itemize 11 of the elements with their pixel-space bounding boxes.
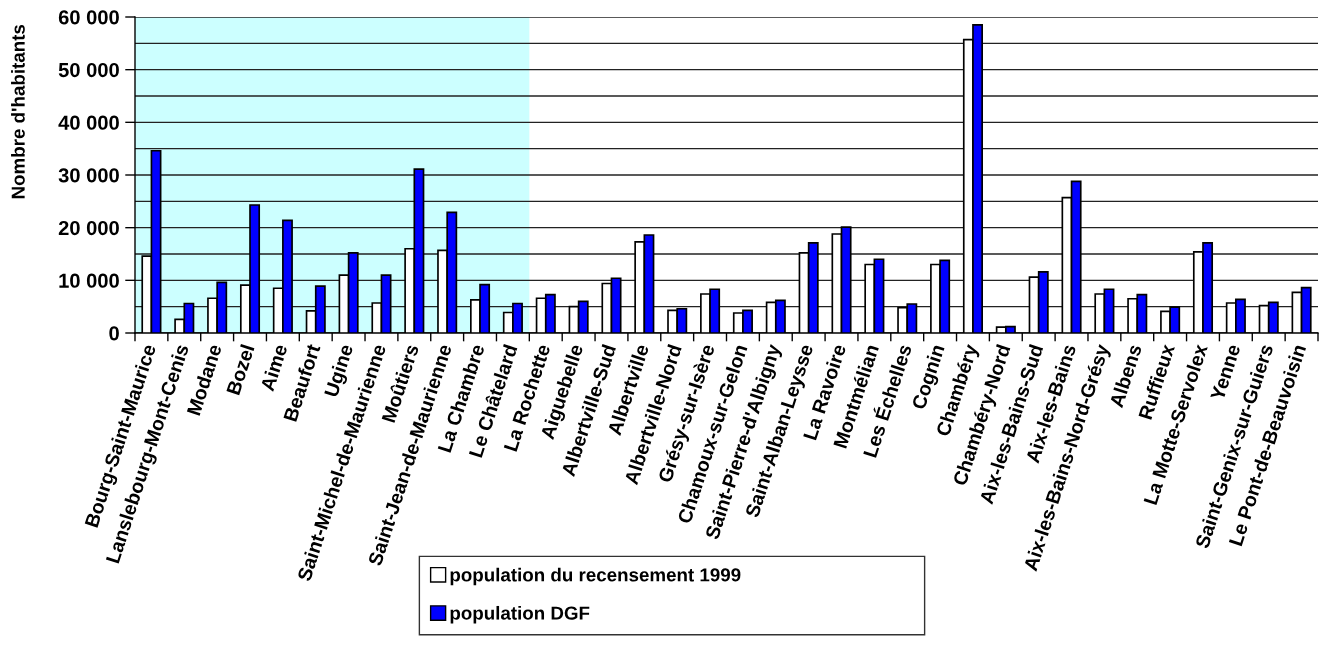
- y-tick-label: 10 000: [59, 273, 119, 288]
- y-tick-label: 50 000: [58, 62, 119, 78]
- y-axis-title: Nombre d'habitants: [11, 24, 25, 199]
- y-tick-label: 60 000: [58, 10, 119, 25]
- y-tick-label: 40 000: [58, 115, 119, 130]
- y-tick-label: 20 000: [58, 220, 119, 236]
- legend-label: population du recensement 1999: [450, 567, 741, 586]
- legend-label: population DGF: [450, 605, 590, 624]
- x-tick-label: Bozel: [225, 344, 255, 396]
- y-tick-label: 0: [109, 326, 119, 341]
- y-tick-label: 30 000: [58, 168, 119, 183]
